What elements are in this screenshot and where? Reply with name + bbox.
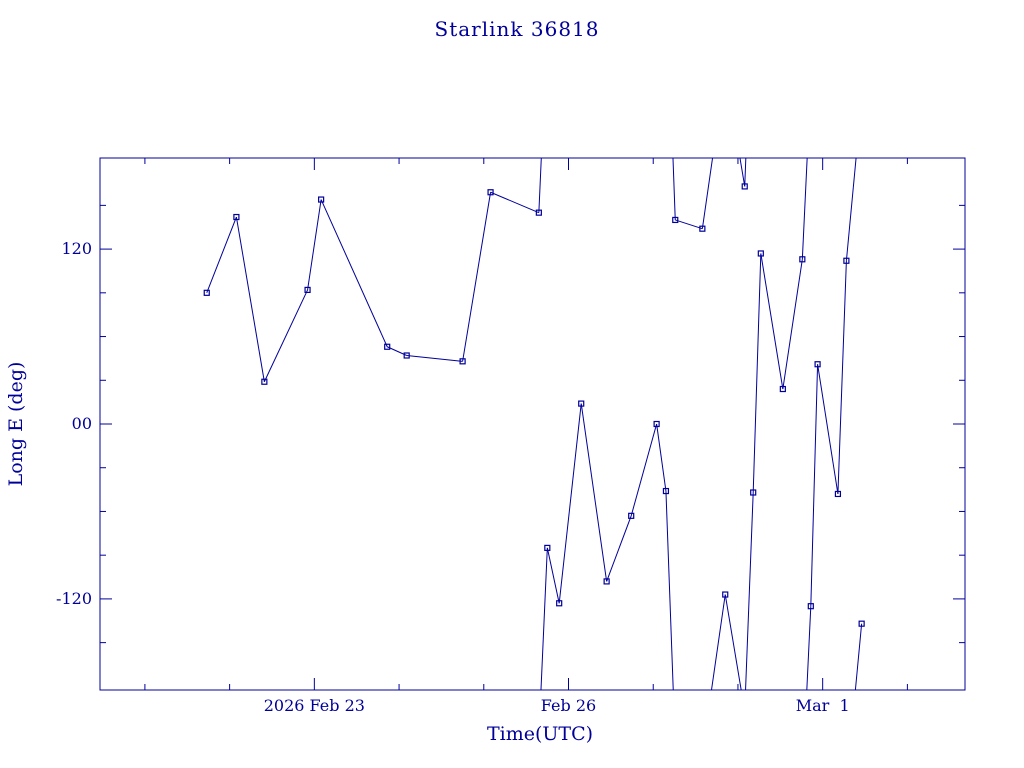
data-line-segment [724, 594, 742, 690]
chart-generated-content: 2026 Feb 23 Feb 26 Mar 1 120 00 -120 [56, 157, 966, 715]
data-marker [672, 216, 679, 224]
data-line-segment [490, 191, 540, 214]
data-series [203, 158, 865, 690]
data-marker [203, 289, 210, 296]
data-line-segment [320, 199, 388, 347]
data-line-segment [675, 219, 703, 230]
y-tick-label: 00 [72, 414, 92, 433]
data-line-segment [701, 158, 714, 229]
chart-title: Starlink 36818 [435, 17, 600, 41]
data-marker [653, 420, 660, 428]
data-marker [799, 256, 806, 263]
data-line-segment [817, 364, 839, 495]
data-marker [459, 358, 466, 365]
data-line-segment [739, 158, 746, 187]
data-line-segment [558, 403, 582, 604]
data-marker [814, 361, 821, 368]
data-marker [603, 578, 610, 585]
data-line-segment [710, 594, 726, 690]
data-line-segment [656, 423, 667, 492]
x-tick-label: Mar 1 [796, 696, 850, 715]
data-marker [628, 512, 635, 519]
data-line-segment [540, 547, 548, 690]
data-line-segment [810, 364, 819, 607]
data-line-segment [745, 492, 754, 690]
data-line-segment [801, 158, 808, 260]
data-line-segment [538, 158, 542, 213]
data-line-segment [845, 158, 857, 261]
data-line-segment [752, 253, 762, 493]
data-marker [318, 196, 325, 203]
data-line-segment [672, 158, 676, 220]
data-marker [699, 225, 706, 232]
data-line-segment [630, 423, 658, 516]
data-marker [722, 591, 729, 598]
data-line-segment [406, 354, 463, 362]
data-line-segment [235, 216, 265, 382]
data-line-segment [665, 491, 674, 690]
data-marker [578, 400, 585, 407]
data-marker [662, 487, 670, 495]
data-marker [384, 343, 391, 350]
x-tick-label: Feb 26 [541, 696, 596, 715]
data-line-segment [546, 547, 560, 604]
data-marker [544, 544, 551, 551]
data-marker [403, 352, 410, 359]
plot-border [99, 157, 966, 691]
data-marker [834, 490, 842, 498]
data-line-segment [206, 216, 237, 294]
data-line-segment [782, 259, 803, 390]
data-marker [233, 213, 240, 221]
x-tick-label: 2026 Feb 23 [264, 696, 365, 715]
data-line-segment [806, 606, 812, 690]
data-marker [261, 378, 268, 385]
data-line-segment [580, 403, 608, 582]
data-marker [858, 620, 865, 627]
data-marker [757, 250, 764, 257]
data-line-segment [307, 199, 322, 290]
x-axis-label: Time(UTC) [487, 723, 593, 745]
data-line-segment [263, 289, 309, 382]
data-marker [779, 385, 786, 393]
data-marker [487, 189, 494, 196]
data-line-segment [386, 346, 407, 356]
data-line-segment [760, 253, 784, 390]
y-tick-label: 120 [61, 239, 92, 258]
data-marker [843, 257, 850, 264]
data-marker [304, 286, 311, 294]
data-marker [741, 183, 748, 190]
data-line-segment [462, 192, 492, 362]
data-line-segment [606, 515, 632, 582]
data-marker [807, 603, 814, 610]
data-line-segment [854, 623, 863, 690]
data-marker [535, 209, 542, 216]
y-axis-label: Long E (deg) [5, 362, 27, 487]
y-tick-label: -120 [56, 589, 92, 608]
data-marker [750, 489, 757, 496]
data-line-segment [837, 260, 847, 494]
data-marker [556, 600, 563, 607]
